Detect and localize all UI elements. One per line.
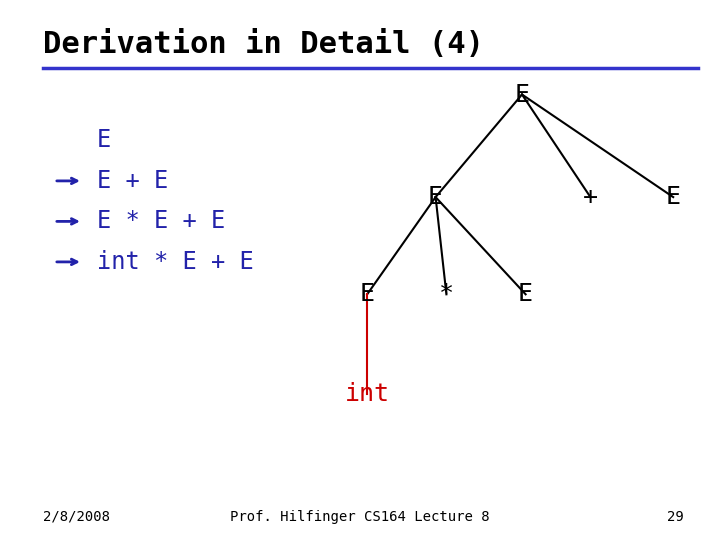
- Text: Prof. Hilfinger CS164 Lecture 8: Prof. Hilfinger CS164 Lecture 8: [230, 510, 490, 524]
- Text: E: E: [360, 282, 374, 306]
- Text: E * E + E: E * E + E: [97, 210, 225, 233]
- Text: E: E: [518, 282, 533, 306]
- Text: E: E: [428, 185, 443, 209]
- Text: +: +: [583, 185, 598, 209]
- Text: int * E + E: int * E + E: [97, 250, 254, 274]
- Text: E: E: [97, 129, 112, 152]
- Text: E: E: [515, 83, 529, 106]
- Text: Derivation in Detail (4): Derivation in Detail (4): [43, 30, 484, 59]
- Text: int: int: [345, 382, 390, 406]
- Text: 29: 29: [667, 510, 684, 524]
- Text: E + E: E + E: [97, 169, 168, 193]
- Text: E: E: [666, 185, 680, 209]
- Text: 2/8/2008: 2/8/2008: [43, 510, 110, 524]
- Text: *: *: [439, 282, 454, 306]
